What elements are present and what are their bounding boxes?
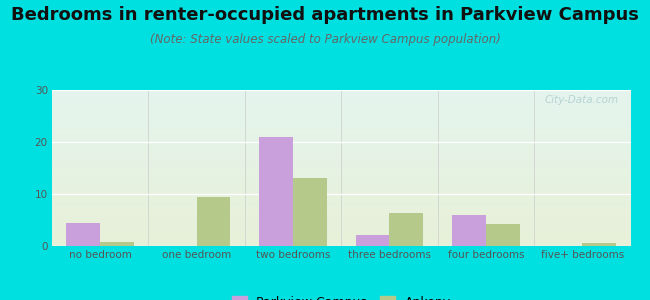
Bar xyxy=(259,137,293,246)
Bar xyxy=(196,196,230,246)
Bar xyxy=(66,223,100,246)
Bar xyxy=(293,178,327,246)
Legend: Parkview Campus, Ankeny: Parkview Campus, Ankeny xyxy=(231,296,451,300)
Text: Bedrooms in renter-occupied apartments in Parkview Campus: Bedrooms in renter-occupied apartments i… xyxy=(11,6,639,24)
Bar xyxy=(486,224,519,246)
Bar xyxy=(452,215,486,246)
Bar xyxy=(100,242,134,246)
Text: City-Data.com: City-Data.com xyxy=(545,95,619,105)
Bar xyxy=(389,213,423,246)
Bar xyxy=(356,235,389,246)
Text: (Note: State values scaled to Parkview Campus population): (Note: State values scaled to Parkview C… xyxy=(150,33,500,46)
Bar xyxy=(582,243,616,246)
